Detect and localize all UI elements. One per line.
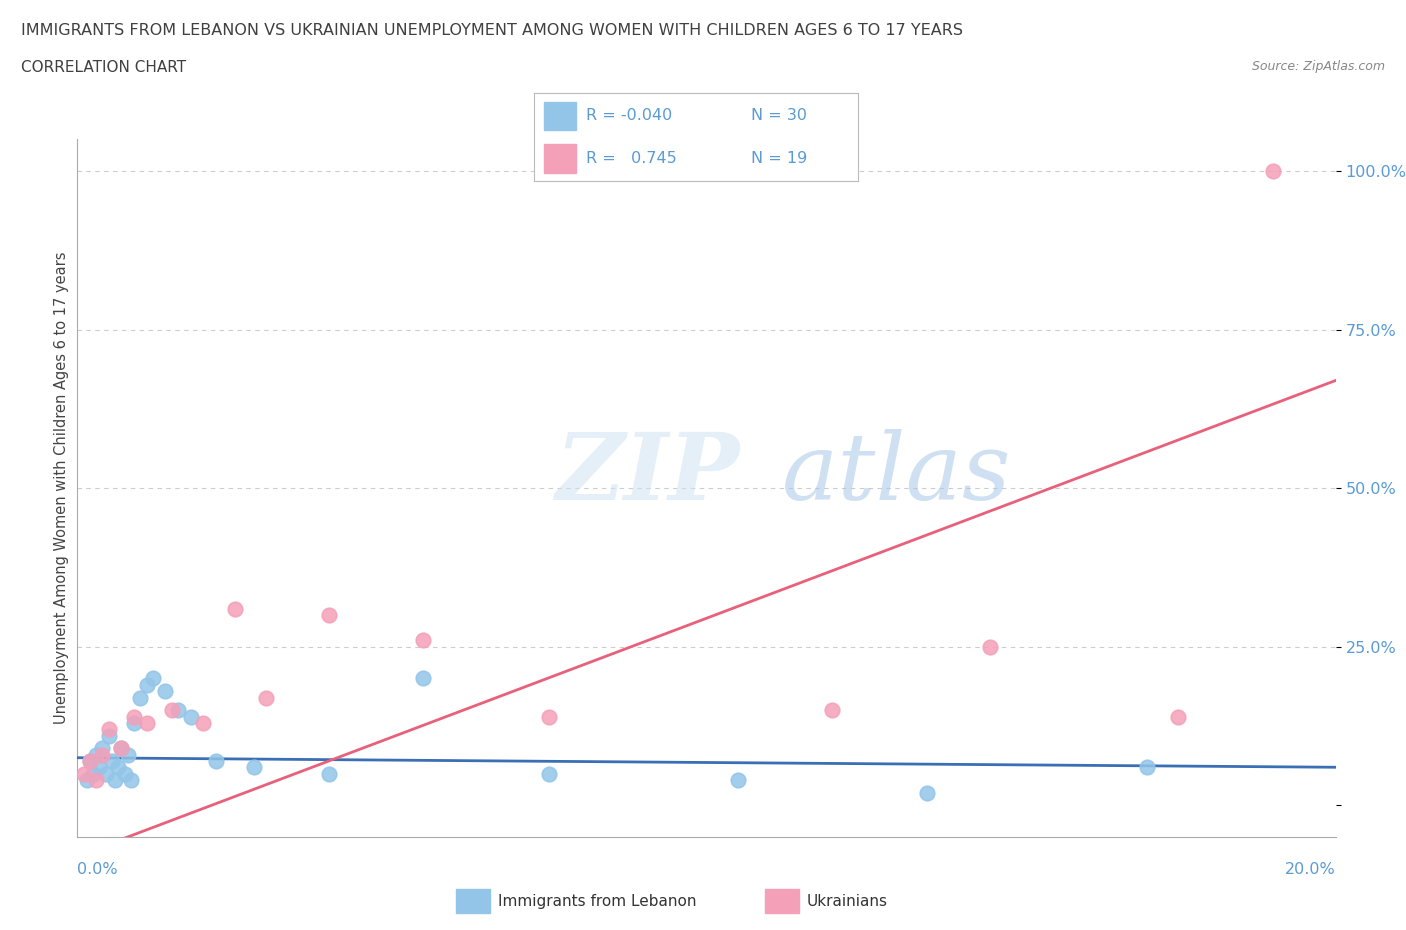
Point: [412, 633, 434, 648]
Point: [107, 760, 129, 775]
Point: [117, 747, 139, 762]
Point: [135, 715, 157, 730]
Point: [110, 741, 132, 756]
Point: [242, 760, 264, 775]
Point: [122, 715, 145, 730]
Text: N = 19: N = 19: [751, 151, 807, 166]
Bar: [765, 889, 799, 913]
Text: Immigrants from Lebanon: Immigrants from Lebanon: [498, 894, 696, 909]
Point: [120, 773, 142, 788]
Point: [167, 703, 190, 718]
Point: [79, 753, 101, 768]
Point: [97, 728, 120, 743]
Point: [412, 671, 434, 686]
Point: [191, 715, 215, 730]
Point: [84, 773, 107, 788]
Point: [160, 703, 183, 718]
Text: ZIP: ZIP: [555, 430, 740, 519]
Text: IMMIGRANTS FROM LEBANON VS UKRAINIAN UNEMPLOYMENT AMONG WOMEN WITH CHILDREN AGES: IMMIGRANTS FROM LEBANON VS UKRAINIAN UNE…: [21, 23, 963, 38]
Text: CORRELATION CHART: CORRELATION CHART: [21, 60, 186, 75]
Text: atlas: atlas: [782, 430, 1011, 519]
Point: [89, 760, 111, 775]
Point: [94, 766, 117, 781]
Point: [538, 766, 561, 781]
Point: [318, 607, 340, 622]
Point: [1136, 760, 1159, 775]
Point: [110, 741, 132, 756]
Bar: [544, 101, 576, 130]
Point: [84, 747, 107, 762]
Point: [155, 684, 177, 698]
Point: [204, 753, 226, 768]
Point: [91, 741, 114, 756]
Point: [114, 766, 136, 781]
Text: R =   0.745: R = 0.745: [586, 151, 676, 166]
Text: N = 30: N = 30: [751, 109, 807, 124]
Point: [72, 766, 94, 781]
Point: [180, 709, 202, 724]
Point: [101, 753, 124, 768]
Point: [142, 671, 165, 686]
Point: [97, 722, 120, 737]
Point: [1261, 164, 1284, 179]
Point: [821, 703, 844, 718]
Text: 0.0%: 0.0%: [77, 862, 118, 877]
Text: R = -0.040: R = -0.040: [586, 109, 672, 124]
Point: [104, 773, 127, 788]
Point: [79, 753, 101, 768]
Point: [318, 766, 340, 781]
Point: [224, 602, 246, 617]
Point: [538, 709, 561, 724]
Point: [915, 785, 938, 800]
Y-axis label: Unemployment Among Women with Children Ages 6 to 17 years: Unemployment Among Women with Children A…: [53, 252, 69, 724]
Text: Source: ZipAtlas.com: Source: ZipAtlas.com: [1251, 60, 1385, 73]
Point: [122, 709, 145, 724]
Point: [1167, 709, 1189, 724]
Point: [82, 766, 104, 781]
Bar: [456, 889, 489, 913]
Point: [727, 773, 749, 788]
Point: [129, 690, 152, 705]
Point: [91, 747, 114, 762]
Point: [254, 690, 277, 705]
Text: Ukrainians: Ukrainians: [807, 894, 889, 909]
Point: [979, 639, 1001, 654]
Text: 20.0%: 20.0%: [1285, 862, 1336, 877]
Point: [135, 677, 157, 692]
Point: [76, 773, 98, 788]
Bar: [544, 144, 576, 173]
